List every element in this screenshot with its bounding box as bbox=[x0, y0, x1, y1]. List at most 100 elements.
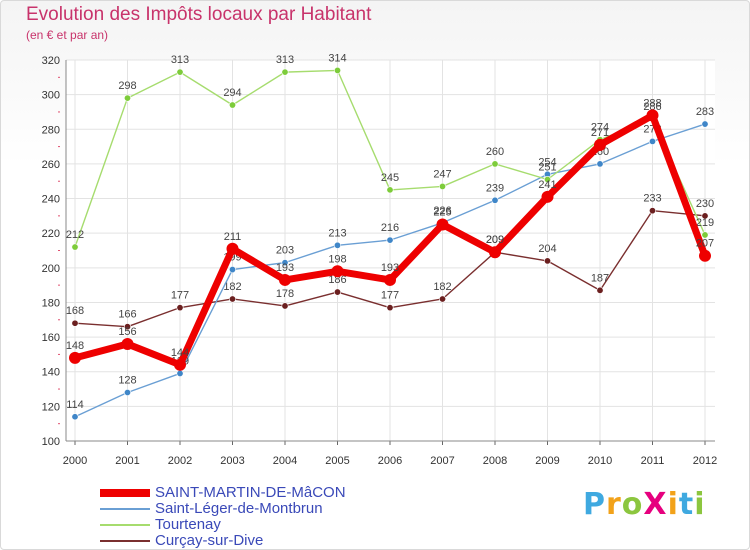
data-label: 313 bbox=[171, 54, 189, 66]
data-point bbox=[331, 265, 344, 278]
y-tick-label: 260 bbox=[42, 159, 60, 171]
data-label: 212 bbox=[66, 229, 84, 241]
data-point bbox=[71, 413, 79, 421]
x-tick-label: 2012 bbox=[693, 455, 717, 467]
data-point bbox=[229, 295, 237, 303]
y-tick-label: 180 bbox=[42, 297, 60, 309]
data-point bbox=[333, 241, 341, 249]
data-label: 254 bbox=[538, 156, 556, 168]
data-label: 114 bbox=[66, 399, 84, 411]
x-tick-label: 2008 bbox=[483, 455, 507, 467]
x-tick-label: 2003 bbox=[220, 455, 244, 467]
data-point bbox=[646, 109, 659, 122]
y-tick-label: 140 bbox=[42, 367, 60, 379]
data-point bbox=[124, 389, 132, 397]
data-point bbox=[489, 246, 501, 259]
legend-label: Tourtenay bbox=[155, 516, 221, 533]
data-point bbox=[491, 196, 499, 204]
data-label: 168 bbox=[66, 305, 84, 317]
data-label: 251 bbox=[538, 161, 556, 173]
data-label: 156 bbox=[118, 326, 136, 338]
data-point bbox=[279, 273, 291, 286]
data-label: 271 bbox=[591, 127, 609, 139]
data-label: 193 bbox=[276, 262, 294, 274]
y-tick-label: 320 bbox=[42, 55, 60, 67]
data-point bbox=[124, 94, 132, 102]
data-label: 245 bbox=[381, 172, 399, 184]
data-label: 294 bbox=[223, 87, 241, 99]
data-label: 283 bbox=[696, 106, 714, 118]
data-label: 288 bbox=[643, 97, 661, 109]
data-point bbox=[124, 323, 132, 331]
data-point bbox=[69, 351, 81, 364]
data-label: 209 bbox=[486, 234, 504, 246]
data-label: 144 bbox=[171, 347, 189, 359]
x-tick-label: 2011 bbox=[641, 455, 665, 467]
data-point bbox=[386, 304, 394, 312]
data-point bbox=[176, 369, 184, 377]
y-tick-label: 240 bbox=[42, 194, 60, 206]
data-point bbox=[701, 231, 709, 239]
chart-subtitle: (en € et par an) bbox=[26, 28, 109, 42]
y-tick-label: 100 bbox=[42, 436, 60, 448]
proxiti-logo: ProXiti bbox=[583, 487, 706, 522]
data-point bbox=[594, 138, 606, 151]
data-label: 193 bbox=[381, 262, 399, 274]
data-point bbox=[176, 304, 184, 312]
data-label: 313 bbox=[276, 54, 294, 66]
data-label: 219 bbox=[696, 217, 714, 229]
logo-letter: i bbox=[694, 487, 706, 522]
data-label: 207 bbox=[696, 238, 714, 250]
data-label: 241 bbox=[538, 179, 556, 191]
data-label: 247 bbox=[433, 168, 451, 180]
data-point bbox=[701, 120, 709, 128]
data-point bbox=[174, 358, 186, 371]
data-label: 211 bbox=[224, 231, 242, 243]
data-label: 298 bbox=[118, 80, 136, 92]
data-point bbox=[176, 68, 184, 76]
data-point bbox=[71, 319, 79, 327]
x-tick-label: 2005 bbox=[325, 455, 349, 467]
x-tick-label: 2009 bbox=[535, 455, 559, 467]
x-tick-label: 2007 bbox=[430, 455, 454, 467]
data-label: 314 bbox=[328, 52, 346, 64]
data-label: 274 bbox=[591, 122, 609, 134]
logo-letter: i bbox=[667, 487, 679, 522]
data-point bbox=[491, 160, 499, 168]
y-tick-label: 300 bbox=[42, 90, 60, 102]
legend-swatch bbox=[100, 524, 150, 526]
data-point bbox=[543, 257, 551, 265]
chart-title: Evolution des Impôts locaux par Habitant bbox=[26, 4, 372, 25]
data-label: 166 bbox=[118, 309, 136, 321]
data-label: 233 bbox=[643, 193, 661, 205]
data-label: 239 bbox=[486, 182, 504, 194]
data-point bbox=[386, 236, 394, 244]
data-label: 128 bbox=[118, 375, 136, 387]
y-tick-label: 200 bbox=[42, 263, 60, 275]
legend-swatch bbox=[100, 540, 150, 542]
data-point bbox=[386, 186, 394, 194]
data-label: 286 bbox=[643, 101, 661, 113]
data-label: 230 bbox=[696, 198, 714, 210]
data-point bbox=[384, 273, 396, 286]
data-label: 260 bbox=[486, 146, 504, 158]
data-label: 187 bbox=[591, 272, 609, 284]
x-tick-label: 2001 bbox=[115, 455, 139, 467]
data-point bbox=[543, 175, 551, 183]
data-point bbox=[281, 259, 289, 267]
y-tick-label: 280 bbox=[42, 124, 60, 136]
data-point bbox=[596, 160, 604, 168]
data-label: 204 bbox=[538, 243, 556, 255]
x-tick-label: 2006 bbox=[378, 455, 402, 467]
data-label: 182 bbox=[433, 281, 451, 293]
data-point bbox=[333, 66, 341, 74]
y-tick-label: 160 bbox=[42, 332, 60, 344]
data-point bbox=[229, 101, 237, 109]
logo-letter: r bbox=[606, 487, 622, 522]
data-point bbox=[699, 249, 711, 262]
data-label: 213 bbox=[328, 227, 346, 239]
data-point bbox=[333, 288, 341, 296]
data-label: 178 bbox=[276, 288, 294, 300]
data-point bbox=[281, 302, 289, 310]
